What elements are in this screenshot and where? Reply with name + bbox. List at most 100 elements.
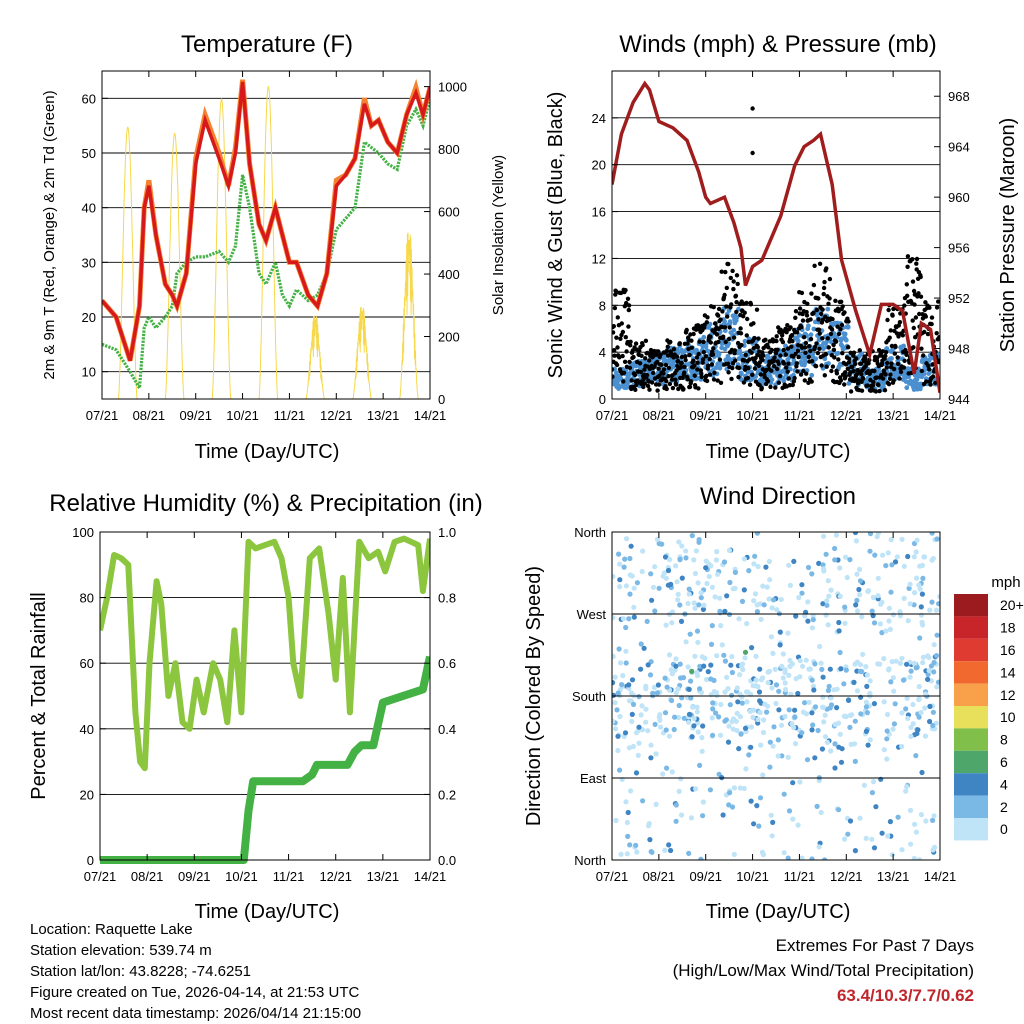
direction-point — [825, 687, 832, 694]
solar-day-curve — [117, 126, 138, 399]
direction-point — [674, 579, 680, 585]
direction-point — [776, 707, 782, 713]
gust-point — [874, 375, 879, 380]
direction-point — [623, 624, 629, 631]
gust-point — [838, 327, 843, 332]
wind-direction-points — [612, 532, 940, 860]
gust-point — [783, 352, 788, 357]
direction-point — [748, 724, 755, 730]
direction-point — [612, 700, 618, 706]
wind-point — [811, 326, 817, 332]
gust-point — [733, 358, 738, 363]
gust-point — [796, 354, 801, 360]
y-tick-label: 0 — [599, 392, 606, 407]
direction-point — [887, 626, 894, 633]
wind-point — [809, 372, 815, 378]
direction-point — [628, 543, 634, 549]
direction-point — [709, 584, 716, 590]
direction-point — [633, 842, 639, 848]
gust-point — [656, 349, 661, 354]
direction-point — [890, 726, 896, 732]
direction-point — [641, 645, 647, 651]
x-tick-label: 12/21 — [830, 869, 863, 884]
gust-point — [712, 321, 718, 326]
direction-point — [809, 677, 815, 683]
gust-point — [823, 352, 829, 357]
gust-point — [701, 350, 706, 355]
direction-point — [688, 815, 695, 821]
direction-point — [698, 595, 704, 601]
direction-point — [654, 536, 661, 543]
direction-point — [904, 695, 910, 702]
station-location: Location: Raquette Lake — [30, 921, 193, 938]
direction-point — [795, 822, 801, 828]
gust-point — [627, 365, 633, 370]
gust-point — [752, 335, 757, 341]
direction-point — [700, 813, 706, 819]
direction-point — [700, 606, 707, 613]
gust-point — [860, 376, 866, 381]
y-tick-label: 60 — [82, 91, 96, 106]
direction-point — [782, 680, 788, 686]
gust-point — [674, 354, 680, 359]
direction-point — [818, 660, 824, 666]
y-tick-label: 30 — [82, 255, 96, 270]
direction-point — [723, 717, 730, 723]
gust-point — [703, 354, 709, 359]
figure-created: Figure created on Tue, 2026-04-14, at 21… — [30, 984, 360, 1001]
gust-point — [794, 361, 799, 366]
direction-point — [918, 812, 925, 818]
direction-point — [651, 684, 658, 691]
gust-point — [910, 257, 915, 262]
direction-point — [669, 620, 675, 626]
direction-point — [753, 677, 759, 683]
gust-point — [781, 347, 786, 353]
gust-point — [827, 296, 832, 301]
direction-point — [761, 717, 767, 723]
direction-point — [672, 667, 678, 673]
gust-point — [726, 261, 731, 267]
gust-point — [820, 336, 825, 341]
gust-point — [816, 317, 821, 322]
y2-tick-label: 952 — [948, 291, 970, 306]
direction-point — [934, 536, 940, 542]
direction-point — [677, 661, 683, 667]
gust-point — [711, 377, 717, 382]
gust-point — [905, 264, 910, 269]
gust-point — [888, 372, 893, 377]
wind-point — [716, 351, 722, 357]
direction-point — [742, 725, 749, 731]
gust-point — [916, 291, 921, 296]
gust-point — [891, 378, 896, 383]
gust-point — [725, 314, 730, 319]
direction-point — [760, 583, 766, 589]
direction-point — [905, 618, 911, 624]
direction-point — [863, 664, 869, 670]
direction-point — [650, 584, 657, 590]
direction-point — [778, 722, 785, 728]
direction-point — [828, 695, 834, 701]
direction-point — [666, 733, 673, 739]
wind-point — [614, 370, 619, 376]
direction-point — [780, 675, 786, 681]
gust-point — [839, 322, 845, 328]
gust-point — [628, 339, 633, 344]
direction-point — [781, 791, 787, 797]
gust-point — [876, 382, 881, 388]
dewpoint-line — [102, 97, 430, 394]
direction-point — [633, 770, 640, 776]
direction-point — [722, 608, 728, 615]
gust-point — [741, 380, 747, 385]
gust-point — [901, 365, 907, 370]
direction-point — [767, 764, 773, 770]
direction-point — [870, 779, 877, 785]
direction-point — [636, 740, 642, 746]
direction-point — [614, 707, 620, 713]
direction-point — [617, 561, 623, 567]
direction-point — [867, 548, 873, 554]
gust-point — [612, 367, 615, 372]
wind-point — [717, 365, 723, 371]
direction-point — [665, 567, 672, 574]
gust-point — [817, 261, 823, 266]
gust-point — [766, 345, 771, 350]
